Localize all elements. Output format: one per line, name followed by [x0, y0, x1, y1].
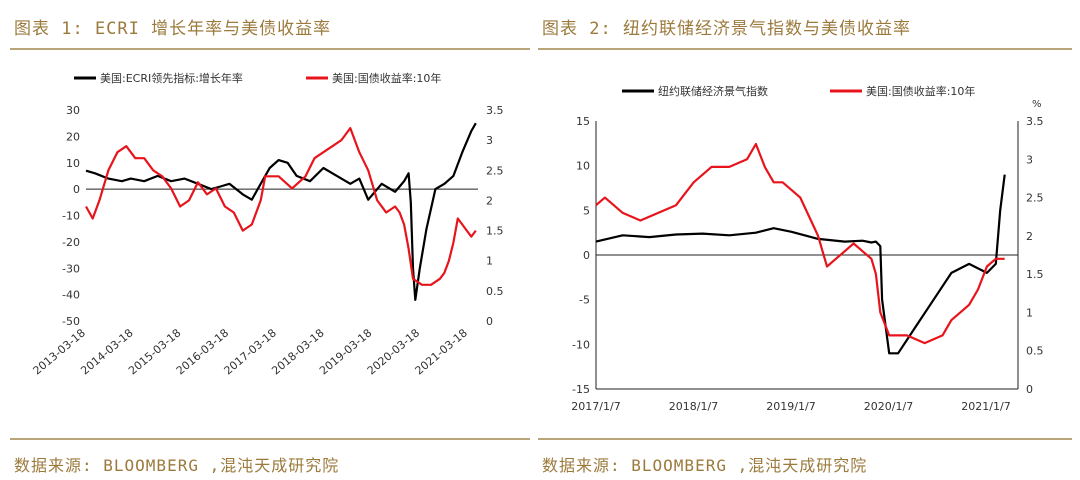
chart1-left-tick-label: 10 [66, 157, 80, 170]
chart2-right-tick-label: 3.5 [1026, 115, 1044, 128]
chart1-right-tick-label: 1 [486, 255, 493, 268]
chart1-right-tick-label: 3 [486, 134, 493, 147]
chart2-svg: 15 10 5 0 -5 -10 -15 3.5 3 2.5 2 1.5 1 0.5 0% 2017/1/7 2… [571, 84, 1044, 413]
chart2-left-tick-label: -10 [572, 338, 590, 351]
figure2-source: 数据来源: BLOOMBERG ,混沌天成研究院 [542, 456, 868, 475]
chart2-left-tick-label: 0 [583, 249, 590, 262]
chart2-x-tick-label: 2017/1/7 [571, 400, 620, 413]
chart2-left-tick-label: -15 [572, 383, 590, 396]
chart2-right-tick-label: 2.5 [1026, 192, 1044, 205]
figure2-title: 图表 2: 纽约联储经济景气指数与美债收益率 [542, 19, 911, 39]
chart2-right-tick-label: 0 [1026, 383, 1033, 396]
chart2-x-tick-label: 2021/1/7 [961, 400, 1010, 413]
chart2-left-tick-label: 10 [576, 160, 590, 173]
chart1-left-tick-label: -30 [62, 262, 80, 275]
chart1-right-tick-label: 3.5 [486, 104, 504, 117]
chart1-left-tick-label: -40 [62, 289, 80, 302]
chart2-right-tick-label: 0.5 [1026, 345, 1044, 358]
chart2-x-tick-label: 2020/1/7 [864, 400, 913, 413]
chart1-left-tick-label: 20 [66, 130, 80, 143]
chart1-right-tick-label: 1.5 [486, 225, 504, 238]
chart1-right-tick-label: 2 [486, 194, 493, 207]
chart1-left-tick-label: 0 [73, 183, 80, 196]
chart2-series-black-line [595, 174, 1006, 355]
figure1-bottom-rule [10, 438, 530, 440]
chart2-left-tick-label: 5 [583, 204, 590, 217]
chart1-right-tick-label: 0 [486, 315, 493, 328]
chart2-right-tick-label: 1 [1026, 306, 1033, 319]
figure1-source: 数据来源: BLOOMBERG ,混沌天成研究院 [14, 456, 340, 475]
figure2-bottom-rule [538, 438, 1072, 440]
chart1-legend-label: 美国:ECRI领先指标:增长年率 [100, 71, 243, 85]
chart1-series-black-line [85, 122, 477, 301]
chart1-left-tick-label: -50 [62, 315, 80, 328]
chart2-legend-label: 美国:国债收益率:10年 [866, 84, 975, 98]
chart2-right-tick-label: 2 [1026, 230, 1033, 243]
chart2-left-tick-label: -5 [579, 294, 590, 307]
chart1-series-red-line [85, 127, 477, 286]
chart1-legend-label: 美国:国债收益率:10年 [332, 71, 441, 85]
chart2-right-tick-label: 1.5 [1026, 268, 1044, 281]
chart2-right-tick-label: 3 [1026, 153, 1033, 166]
figure1-title: 图表 1: ECRI 增长年率与美债收益率 [14, 19, 332, 39]
figure2-top-rule [538, 48, 1072, 50]
chart2-legend-label: 纽约联储经济景气指数 [658, 84, 768, 98]
chart1-left-tick-label: -20 [62, 236, 80, 249]
chart1-right-tick-label: 2.5 [486, 164, 504, 177]
chart1-left-tick-label: -10 [62, 210, 80, 223]
chart2-x-tick-label: 2018/1/7 [669, 400, 718, 413]
chart1-right-tick-label: 0.5 [486, 285, 504, 298]
chart2-x-tick-label: 2019/1/7 [766, 400, 815, 413]
chart2-series-red-line [595, 142, 1005, 345]
figure1-top-rule [10, 48, 530, 50]
chart1-svg: 3020100-10-20-30-40-503.532.521.510.5020… [31, 71, 504, 377]
chart2-left-tick-label: 15 [576, 115, 590, 128]
chart2-right-unit-label: % [1032, 99, 1042, 110]
chart1-left-tick-label: 30 [66, 104, 80, 117]
